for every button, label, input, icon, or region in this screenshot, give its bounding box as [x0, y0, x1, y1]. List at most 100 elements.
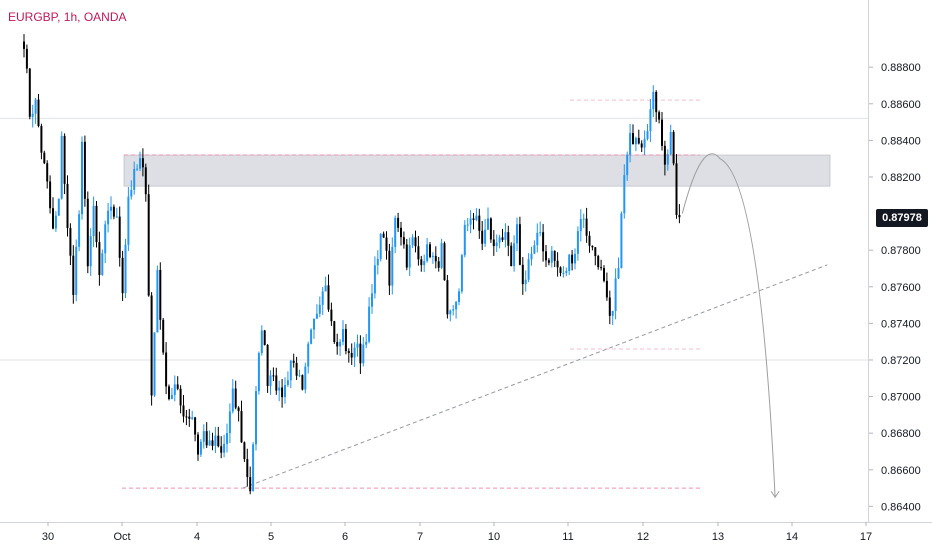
candle-body [597, 256, 600, 268]
candle [634, 136, 637, 152]
candle [521, 257, 524, 295]
candle [315, 304, 318, 320]
candle-body [25, 48, 28, 69]
candle [666, 149, 669, 171]
candle-body [469, 218, 472, 225]
candle-body [269, 375, 272, 387]
candle [655, 90, 658, 122]
candle [402, 231, 405, 249]
candle-body [57, 198, 60, 216]
candle-body [208, 440, 211, 446]
candle [211, 432, 214, 451]
candle [147, 184, 150, 297]
candle [507, 225, 510, 257]
candle [89, 228, 92, 276]
candle [434, 246, 437, 269]
candle [463, 220, 466, 258]
candle-body [574, 253, 576, 264]
candle-body [188, 416, 191, 419]
candle-body [518, 224, 521, 265]
candle-body [545, 251, 547, 261]
candle-body [530, 253, 533, 260]
candle-body [347, 351, 350, 353]
candle [597, 254, 600, 270]
candle-body [69, 228, 72, 256]
candle-body [301, 375, 304, 390]
candle [110, 196, 112, 220]
candle [652, 85, 655, 118]
candle-body [49, 181, 52, 209]
candle-body [333, 321, 336, 343]
candle [472, 213, 475, 230]
candle-body [478, 215, 481, 231]
candle [199, 438, 202, 457]
y-tick-label: 0.87400 [881, 318, 921, 330]
x-tick-label: 14 [786, 531, 798, 543]
candle [54, 211, 57, 232]
candle-body [402, 237, 405, 245]
candle [414, 230, 417, 253]
candle-body [637, 137, 640, 144]
candle-body [611, 310, 614, 316]
candle [336, 333, 339, 355]
candle-body [284, 385, 286, 398]
candle [376, 250, 379, 275]
candle-body [397, 217, 400, 228]
candle [542, 224, 545, 262]
candle-body [118, 216, 121, 258]
candle [69, 223, 72, 266]
y-tick-label: 0.87200 [881, 355, 921, 367]
candle-body [197, 434, 199, 455]
candle-body [101, 253, 104, 275]
candle [217, 426, 220, 448]
candle-body [405, 244, 408, 268]
candle [46, 160, 49, 189]
candle-body [272, 375, 275, 377]
x-tick-label: 5 [268, 531, 274, 543]
candle-body [243, 442, 246, 460]
candle-body [614, 278, 617, 311]
candle-body [565, 270, 568, 273]
candle [40, 123, 43, 160]
candle-body [576, 231, 579, 254]
candle [350, 343, 353, 365]
candle-body [475, 215, 478, 220]
candle [469, 210, 472, 234]
candle [382, 231, 385, 238]
candle-body [678, 214, 681, 218]
candle-body [336, 342, 339, 347]
candle [368, 297, 371, 344]
candle [637, 129, 640, 145]
candle-body [104, 224, 107, 254]
x-tick-label: 4 [194, 531, 200, 543]
candle [478, 208, 481, 239]
candle [510, 242, 513, 267]
candle-body [382, 233, 385, 238]
candle-body [289, 360, 292, 381]
candle [603, 265, 605, 283]
last-price-tag: 0.87978 [876, 208, 928, 227]
candle [420, 255, 423, 272]
candle-body [342, 329, 344, 342]
candle-body [455, 301, 458, 310]
candle [437, 257, 440, 272]
candle [347, 348, 350, 363]
candle [672, 130, 675, 166]
candle-body [452, 309, 455, 311]
symbol-title[interactable]: EURGBP, 1h, OANDA [6, 10, 129, 24]
candle-body [484, 229, 487, 244]
candle [449, 309, 452, 322]
candle [136, 164, 139, 172]
candle [118, 206, 121, 267]
candle [112, 204, 115, 220]
candle-body [260, 330, 263, 354]
candle [455, 300, 458, 319]
candle [43, 150, 46, 165]
candle [98, 231, 101, 286]
candle-body [646, 131, 649, 139]
candle [83, 135, 86, 207]
candle [278, 380, 281, 402]
